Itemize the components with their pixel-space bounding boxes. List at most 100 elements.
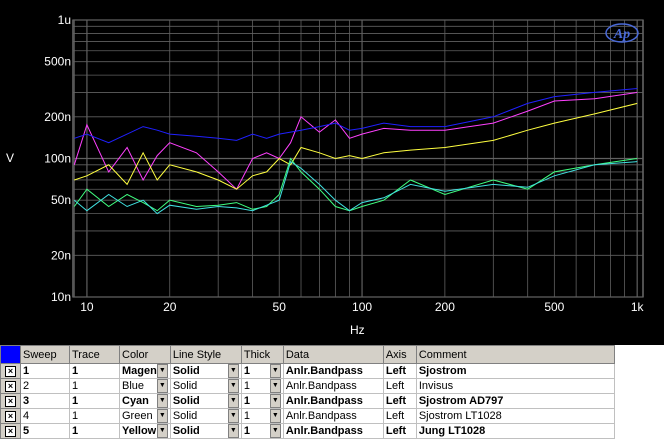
row-enable-checkbox[interactable]: × [0,378,21,394]
cell-color[interactable]: Magen ▼ [119,363,171,379]
select-all-corner[interactable] [0,345,21,364]
cell-comment[interactable]: Sjostrom LT1028 [416,408,615,424]
cell-thick[interactable]: 1 ▼ [241,363,284,379]
cell-color-dropdown[interactable]: Magen ▼ [122,364,168,378]
cell-line-style[interactable]: Solid ▼ [170,363,242,379]
cell-thick[interactable]: 1 ▼ [241,408,284,424]
chevron-down-icon[interactable]: ▼ [156,379,168,393]
cell-thick[interactable]: 1 ▼ [241,423,284,439]
row-enable-checkbox[interactable]: × [0,363,21,379]
chevron-down-icon[interactable]: ▼ [156,394,168,408]
cell-sweep[interactable]: 2 [20,378,70,394]
header-comment[interactable]: Comment [415,345,615,364]
chevron-down-icon[interactable]: ▼ [156,409,168,423]
cell-color-dropdown[interactable]: Yellow ▼ [122,424,168,438]
chevron-down-icon[interactable]: ▼ [227,424,239,438]
cell-color-dropdown[interactable]: Blue ▼ [122,379,168,393]
cell-thick-dropdown[interactable]: 1 ▼ [244,409,281,423]
cell-line-style[interactable]: Solid ▼ [170,393,242,409]
sweep-grid: Sweep Trace Color Line Style Thick Data … [0,345,615,439]
chevron-down-icon[interactable]: ▼ [227,409,239,423]
check-x-icon[interactable]: × [5,366,16,377]
chevron-down-icon[interactable]: ▼ [227,364,239,378]
check-x-icon[interactable]: × [5,396,16,407]
cell-thick-dropdown[interactable]: 1 ▼ [244,424,281,438]
cell-sweep[interactable]: 1 [20,363,70,379]
cell-trace[interactable]: 1 [69,378,120,394]
cell-trace[interactable]: 1 [69,423,120,439]
cell-line-style-value: Solid [172,380,198,392]
cell-thick-dropdown[interactable]: 1 ▼ [244,394,281,408]
cell-trace[interactable]: 1 [69,393,120,409]
cell-data[interactable]: Anlr.Bandpass [283,408,384,424]
cell-comment[interactable]: Invisus [416,378,615,394]
cell-line-style[interactable]: Solid ▼ [170,408,242,424]
cell-data[interactable]: Anlr.Bandpass [283,393,384,409]
chevron-down-icon[interactable]: ▼ [269,394,281,408]
cell-axis[interactable]: Left [383,393,417,409]
header-line-style[interactable]: Line Style [169,345,242,364]
chevron-down-icon[interactable]: ▼ [227,379,239,393]
header-axis[interactable]: Axis [382,345,417,364]
cell-color-dropdown[interactable]: Green ▼ [122,409,168,423]
cell-line-style-dropdown[interactable]: Solid ▼ [173,409,239,423]
header-thick[interactable]: Thick [240,345,284,364]
cell-thick[interactable]: 1 ▼ [241,393,284,409]
table-row[interactable]: × 5 1 Yellow ▼ Solid ▼ 1 ▼ Anlr.Bandpass Left Jung … [0,423,615,439]
cell-axis[interactable]: Left [383,378,417,394]
chevron-down-icon[interactable]: ▼ [269,424,281,438]
chevron-down-icon[interactable]: ▼ [269,379,281,393]
cell-thick-dropdown[interactable]: 1 ▼ [244,364,281,378]
header-data[interactable]: Data [282,345,384,364]
cell-color[interactable]: Blue ▼ [119,378,171,394]
ap-logo: Ap [605,23,639,43]
cell-line-style-dropdown[interactable]: Solid ▼ [173,424,239,438]
row-enable-checkbox[interactable]: × [0,393,21,409]
chevron-down-icon[interactable]: ▼ [269,364,281,378]
cell-line-style-dropdown[interactable]: Solid ▼ [173,394,239,408]
cell-color[interactable]: Cyan ▼ [119,393,171,409]
header-sweep[interactable]: Sweep [20,345,70,364]
check-x-icon[interactable]: × [5,426,16,437]
row-enable-checkbox[interactable]: × [0,408,21,424]
cell-sweep[interactable]: 5 [20,423,70,439]
cell-sweep[interactable]: 3 [20,393,70,409]
cell-line-style-dropdown[interactable]: Solid ▼ [173,379,239,393]
cell-thick[interactable]: 1 ▼ [241,378,284,394]
check-x-icon[interactable]: × [5,381,16,392]
table-row[interactable]: × 4 1 Green ▼ Solid ▼ 1 ▼ Anlr.Bandpass Left Sjostr… [0,408,615,424]
cell-line-style[interactable]: Solid ▼ [170,423,242,439]
cell-data[interactable]: Anlr.Bandpass [283,363,384,379]
cell-color[interactable]: Green ▼ [119,408,171,424]
cell-comment[interactable]: Sjostrom AD797 [416,393,615,409]
cell-color[interactable]: Yellow ▼ [119,423,171,439]
chevron-down-icon[interactable]: ▼ [156,424,168,438]
row-enable-checkbox[interactable]: × [0,423,21,439]
cell-data[interactable]: Anlr.Bandpass [283,378,384,394]
cell-line-style[interactable]: Solid ▼ [170,378,242,394]
cell-line-style-dropdown[interactable]: Solid ▼ [173,364,239,378]
x-tick-label: 20 [163,300,177,314]
grid [72,19,644,298]
header-color[interactable]: Color [119,345,171,364]
cell-axis[interactable]: Left [383,423,417,439]
cell-trace[interactable]: 1 [69,408,120,424]
table-row[interactable]: × 2 1 Blue ▼ Solid ▼ 1 ▼ Anlr.Bandpass Left Invisus [0,378,615,394]
cell-data[interactable]: Anlr.Bandpass [283,423,384,439]
cell-axis[interactable]: Left [383,363,417,379]
header-trace[interactable]: Trace [69,345,120,364]
cell-comment[interactable]: Sjostrom [416,363,615,379]
cell-comment[interactable]: Jung LT1028 [416,423,615,439]
cell-trace[interactable]: 1 [69,363,120,379]
chevron-down-icon[interactable]: ▼ [269,409,281,423]
cell-axis[interactable]: Left [383,408,417,424]
chevron-down-icon[interactable]: ▼ [156,364,168,378]
check-x-icon[interactable]: × [5,411,16,422]
chevron-down-icon[interactable]: ▼ [227,394,239,408]
table-row[interactable]: × 3 1 Cyan ▼ Solid ▼ 1 ▼ Anlr.Bandpass Left Sjostro… [0,393,615,409]
table-row[interactable]: × 1 1 Magen ▼ Solid ▼ 1 ▼ Anlr.Bandpass Left Sjostr… [0,363,615,379]
cell-sweep[interactable]: 4 [20,408,70,424]
cell-thick-dropdown[interactable]: 1 ▼ [244,379,281,393]
cell-color-dropdown[interactable]: Cyan ▼ [122,394,168,408]
y-tick-label: 100n [44,152,71,166]
